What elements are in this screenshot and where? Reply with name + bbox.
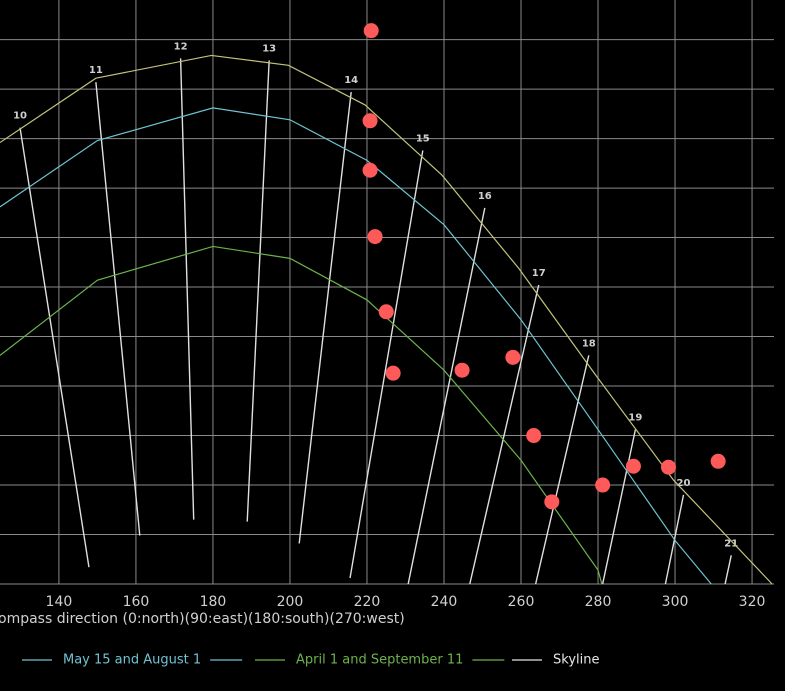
x-tick-label: 220	[354, 594, 381, 610]
sun-path-line	[0, 54, 773, 585]
hour-line	[19, 127, 90, 568]
skyline-point	[625, 458, 641, 474]
skyline-point	[385, 365, 401, 381]
hour-line	[469, 284, 540, 585]
hour-label: 15	[416, 133, 430, 144]
hour-line	[179, 58, 195, 520]
hour-line	[534, 355, 590, 585]
skyline-point	[454, 362, 470, 378]
hour-line	[95, 82, 141, 536]
hour-line	[724, 555, 732, 585]
x-tick-label: 320	[739, 594, 766, 610]
skyline-point	[362, 113, 378, 129]
skyline-point	[526, 428, 542, 444]
hour-label: 20	[677, 478, 691, 489]
x-tick-label: 140	[46, 594, 73, 610]
hour-line	[407, 207, 486, 585]
skyline-point	[710, 453, 726, 469]
skyline-point	[362, 162, 378, 178]
skyline-point	[505, 349, 521, 365]
x-tick-label: 180	[200, 594, 227, 610]
hour-label: 10	[13, 111, 27, 122]
skyline-point	[595, 477, 611, 493]
sun-path-line	[0, 107, 712, 585]
hour-line	[349, 150, 424, 579]
hour-label: 17	[532, 268, 546, 279]
x-tick-label: 260	[508, 594, 535, 610]
hour-label: 14	[344, 75, 358, 86]
skyline-point	[544, 494, 560, 510]
x-tick-label: 300	[662, 594, 689, 610]
hour-label: 12	[174, 41, 188, 52]
sun-path-line	[0, 245, 603, 585]
hour-label: 16	[478, 191, 492, 202]
x-tick-label: 160	[123, 594, 150, 610]
hour-label: 18	[582, 338, 596, 349]
legend-label: May 15 and August 1	[63, 653, 201, 668]
hour-label: 13	[262, 43, 276, 54]
skyline-point	[660, 459, 676, 475]
x-axis-label: ompass direction (0:north)(90:east)(180:…	[0, 611, 405, 627]
x-tick-label: 240	[431, 594, 458, 610]
hour-label: 11	[89, 65, 103, 76]
legend-label: Skyline	[553, 653, 599, 668]
hour-line	[601, 429, 637, 585]
hour-label: 21	[724, 538, 738, 549]
skyline-point	[367, 229, 383, 245]
hour-line	[246, 60, 270, 522]
x-tick-label: 280	[585, 594, 612, 610]
hour-label: 19	[628, 413, 642, 424]
x-tick-label: 200	[277, 594, 304, 610]
hour-line	[298, 91, 352, 544]
skyline-point	[378, 304, 394, 320]
legend-label: April 1 and September 11	[296, 653, 463, 668]
skyline-point	[363, 23, 379, 39]
